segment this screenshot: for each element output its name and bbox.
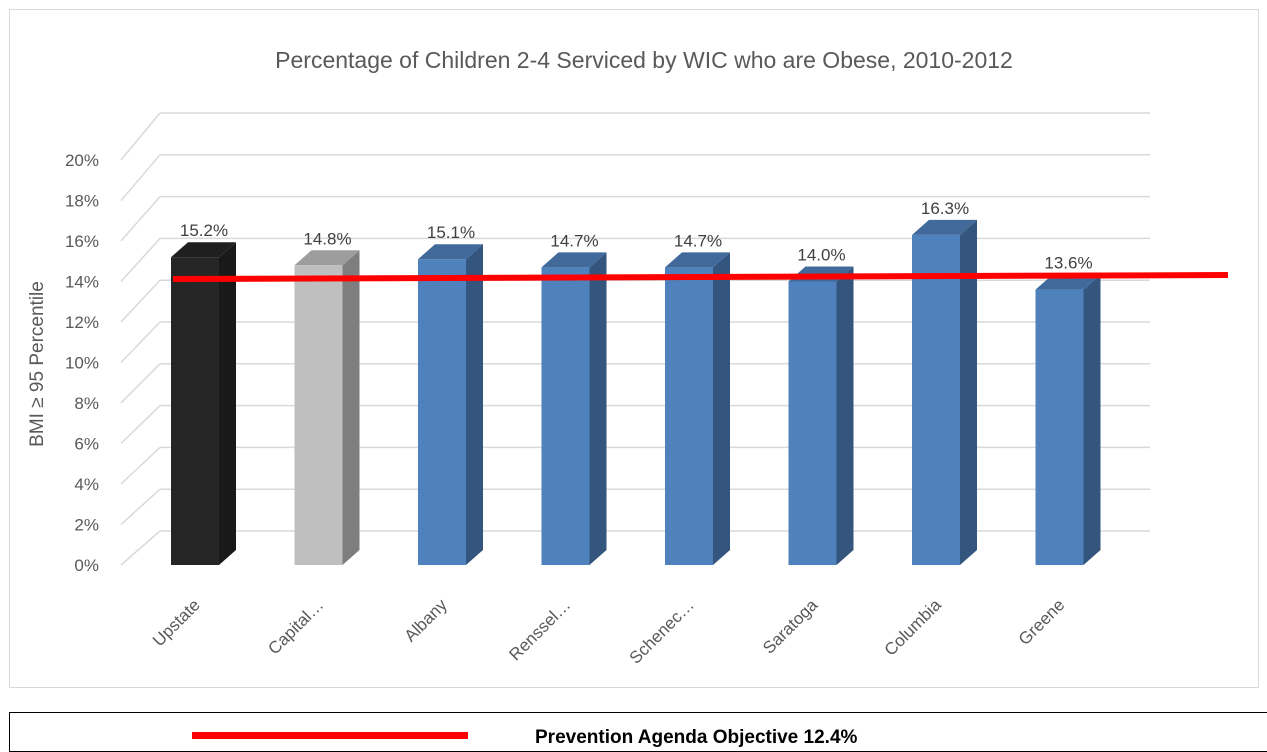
bar-top [294, 250, 360, 266]
reference-line [172, 272, 1229, 282]
y-tick-label: 20% [65, 151, 99, 170]
bar-top [541, 252, 607, 268]
reference-line-legend-label: Prevention Agenda Objective 12.4% [535, 727, 858, 748]
bar-top [912, 219, 977, 235]
x-tick-label: Upstate [149, 595, 204, 650]
gridline-depth [120, 237, 161, 283]
bar-side [342, 250, 360, 566]
x-tick-label: Saratoga [759, 595, 822, 658]
gridline-depth [120, 405, 161, 445]
bar [1035, 289, 1084, 565]
x-tick-label: Schenec… [626, 595, 698, 667]
bar-side [960, 219, 977, 566]
y-axis-title: BMI ≥ 95 Percentile [27, 281, 48, 447]
gridline-depth [120, 530, 161, 566]
y-tick-label: 16% [65, 232, 99, 251]
x-tick-label: Columbia [881, 595, 946, 660]
bar-side [836, 266, 854, 565]
y-tick-label: 6% [74, 435, 99, 454]
x-tick-label: Renssel… [505, 595, 574, 664]
bar [665, 267, 713, 565]
bar-side [589, 252, 607, 565]
bar [171, 257, 219, 565]
bar-side [1083, 274, 1101, 565]
bar-value-label: 15.2% [180, 221, 228, 240]
bar [788, 281, 837, 565]
bar-top [418, 244, 483, 260]
gridline-depth [120, 363, 161, 404]
bar-chart: Percentage of Children 2-4 Serviced by W… [27, 47, 1229, 668]
bar-value-label: 14.7% [550, 231, 598, 250]
gridline-depth [120, 154, 161, 201]
gridline-depth [120, 112, 161, 161]
bar-side [219, 242, 236, 565]
y-tick-label: 0% [74, 556, 99, 575]
bar-side [713, 252, 730, 565]
gridline-depth [120, 196, 161, 242]
legend: Prevention Agenda Objective 12.4% [9, 712, 1267, 752]
bar [912, 234, 960, 566]
bar-value-label: 15.1% [427, 223, 475, 242]
bar-value-label: 13.6% [1044, 254, 1092, 273]
gridline-depth [120, 279, 161, 323]
y-tick-label: 14% [65, 273, 99, 292]
bar [541, 267, 590, 565]
chart-area: Percentage of Children 2-4 Serviced by W… [9, 9, 1259, 688]
x-tick-label: Albany [401, 595, 452, 646]
y-tick-label: 18% [65, 192, 99, 211]
bar-top [665, 252, 730, 268]
gridline-depth [120, 488, 161, 526]
y-tick-label: 8% [74, 394, 99, 413]
x-tick-label: Capital… [264, 595, 327, 658]
y-tick-label: 10% [65, 354, 99, 373]
bar-top [171, 242, 236, 258]
bar-value-label: 14.0% [797, 246, 845, 265]
bar [418, 259, 466, 565]
y-tick-label: 4% [74, 475, 99, 494]
y-tick-label: 2% [74, 516, 99, 535]
x-tick-label: Greene [1015, 595, 1069, 649]
y-tick-label: 12% [65, 313, 99, 332]
bar [294, 265, 343, 565]
bar-value-label: 14.7% [674, 231, 722, 250]
reference-line-legend-swatch [192, 732, 468, 739]
gridline-depth [120, 321, 161, 364]
bar-side [466, 244, 483, 565]
bar-value-label: 14.8% [303, 229, 351, 248]
gridline-depth [120, 446, 161, 485]
chart-title: Percentage of Children 2-4 Serviced by W… [275, 47, 1013, 73]
bar-value-label: 16.3% [921, 199, 969, 218]
